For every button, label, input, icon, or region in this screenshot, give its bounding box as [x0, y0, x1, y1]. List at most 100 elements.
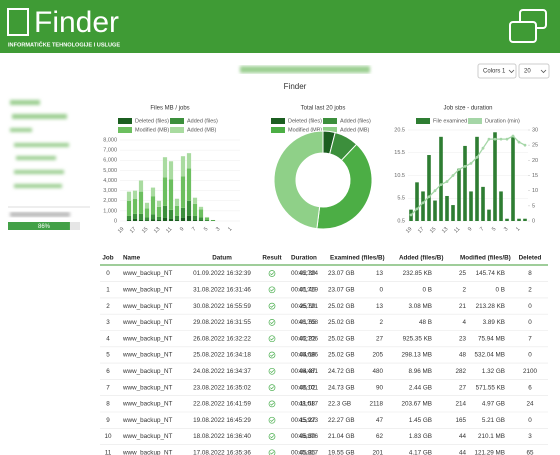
bar-segment	[144, 208, 150, 218]
bar	[427, 155, 431, 221]
y-tick-label: 4,000	[103, 178, 117, 184]
line-marker	[505, 137, 509, 141]
legend-label: Deleted (files)	[288, 118, 322, 124]
table-cell: 29.08.2022 16:31:55	[193, 319, 251, 326]
table-cell: 1	[106, 286, 110, 293]
table-cell: 0	[379, 286, 383, 293]
table-cell: 45,817	[299, 449, 319, 455]
bar-segment	[180, 176, 186, 208]
table-cell: 2	[379, 319, 383, 326]
x-tick-label: 1	[515, 226, 521, 232]
y-tick-label: 1,000	[103, 208, 117, 214]
table-cell: 121.29 MB	[475, 449, 505, 455]
table-cell: www_backup_NT	[122, 335, 172, 342]
table-cell: 213.28 KB	[476, 303, 505, 310]
chart-title: Job size - duration	[443, 106, 492, 112]
table-cell: 19.55 GB	[328, 449, 355, 455]
result-check	[270, 386, 275, 390]
table-cell: www_backup_NT	[122, 319, 172, 326]
table-cell: 22.08.2022 16:41:59	[193, 401, 251, 408]
x-tick-label: 15	[141, 226, 150, 235]
table-cell: 480	[372, 368, 383, 375]
bar-segment	[204, 216, 210, 218]
x-tick-label: 17	[129, 226, 138, 235]
progress-label: 86%	[38, 224, 51, 230]
table-cell: 1.32 GB	[482, 368, 505, 375]
line-marker	[499, 137, 503, 141]
table-cell: 4	[462, 319, 466, 326]
y2-tick-label: 0	[532, 218, 535, 224]
result-icon	[268, 384, 276, 391]
x-tick-label: 19	[117, 226, 126, 235]
table-cell: 0	[528, 303, 532, 310]
y-tick-label: 8,000	[103, 137, 117, 143]
bar-segment	[156, 200, 162, 207]
page-size-select[interactable]	[518, 63, 550, 79]
table-cell: 23.07 GB	[328, 286, 355, 293]
table-cell: 21.04 GB	[328, 433, 355, 440]
bar-segment	[174, 215, 180, 220]
bar-segment	[138, 213, 144, 220]
table-cell: 203.67 MB	[402, 401, 432, 408]
bar	[511, 136, 515, 221]
result-icon	[268, 302, 276, 310]
bar-segment	[156, 206, 162, 217]
bar-segment	[174, 205, 180, 216]
result-icon	[268, 400, 276, 408]
bar-segment	[198, 206, 204, 210]
y2-tick-label: 25	[532, 143, 538, 149]
table-cell: www_backup_NT	[122, 449, 172, 455]
table-cell: 11	[105, 449, 112, 455]
result-icon	[268, 351, 276, 359]
legend-swatch	[416, 118, 430, 124]
result-icon	[268, 433, 276, 440]
color-select-label: Colors 1	[483, 69, 506, 75]
table-cell: 5	[106, 352, 110, 359]
table-cell: 2	[106, 303, 110, 310]
table-cell: 00:11:58	[291, 401, 316, 408]
column-header: Added (files/B)	[399, 255, 443, 262]
table-cell: 21	[459, 303, 467, 310]
table-cell: 30.08.2022 16:55:59	[193, 303, 251, 310]
table-cell: 46,724	[299, 270, 319, 277]
table-cell: 48	[459, 352, 467, 359]
table-cell: 00:02:22	[291, 335, 316, 342]
bar-segment	[150, 219, 156, 221]
table-cell: 22.27 GB	[328, 417, 355, 424]
result-icon	[268, 319, 276, 326]
x-tick-label: 7	[191, 226, 197, 232]
result-check	[270, 353, 275, 357]
blurred-label	[10, 212, 70, 217]
table-cell: 48,101	[299, 384, 319, 391]
result-check	[270, 370, 275, 373]
legend-swatch	[271, 127, 285, 133]
column-header: Duration	[291, 255, 317, 262]
color-select[interactable]	[477, 63, 517, 79]
table-cell: www_backup_NT	[122, 401, 172, 408]
bar	[451, 205, 455, 221]
table-cell: www_backup_NT	[122, 368, 172, 375]
bar-segment	[168, 161, 174, 180]
y2-tick-label: 30	[532, 127, 538, 133]
bar-segment	[204, 219, 210, 221]
table-cell: 4	[106, 335, 110, 342]
table-cell: 3.08 MB	[409, 303, 432, 310]
y-tick-label: 20.5	[394, 127, 405, 133]
x-tick-label: 3	[503, 226, 509, 232]
table-cell: 145.74 KB	[476, 270, 505, 277]
table-cell: 62	[376, 433, 384, 440]
bar-segment	[210, 220, 216, 221]
line-marker	[511, 134, 515, 138]
table-cell: 26.08.2022 16:32:22	[193, 335, 251, 342]
table-cell: 2.44 GB	[409, 384, 432, 391]
line-marker	[469, 161, 473, 165]
bar	[505, 218, 509, 221]
table-cell: 45,923	[299, 417, 319, 424]
x-tick-label: 7	[479, 226, 485, 232]
table-cell: 24.73 GB	[328, 384, 355, 391]
bar	[493, 132, 497, 221]
table-cell: 00:02:39	[291, 270, 316, 277]
bar-segment	[186, 153, 192, 169]
blurred-sidebar	[10, 100, 69, 188]
